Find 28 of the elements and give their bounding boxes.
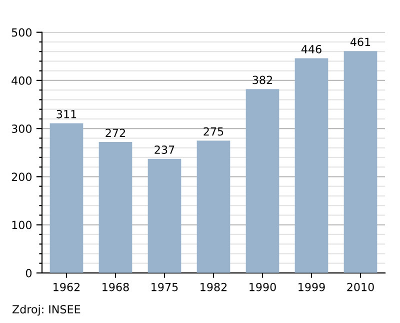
x-tick-label: 1962: [54, 282, 80, 292]
x-tick-label: 2010: [347, 282, 374, 292]
bar: [98, 142, 132, 273]
bar: [294, 58, 328, 273]
x-tick-label: 1975: [152, 282, 178, 292]
x-tick-label: 1999: [298, 282, 325, 292]
bar: [344, 51, 378, 273]
data-label: 446: [301, 44, 322, 54]
data-label: 382: [252, 76, 272, 84]
bar: [148, 158, 182, 273]
bar: [50, 123, 84, 273]
data-label: 275: [204, 127, 224, 136]
y-tick-label: 0: [26, 268, 32, 278]
y-tick-label: 300: [12, 124, 32, 133]
x-tick-label: 1982: [200, 282, 227, 292]
text: Zdroj: INSEE: [12, 304, 80, 316]
bar: [246, 89, 280, 273]
y-tick-label: 500: [12, 28, 32, 37]
bar: [196, 140, 230, 273]
data-label: 461: [350, 38, 370, 46]
data-label: 237: [154, 146, 174, 154]
data-label: 272: [106, 128, 125, 137]
y-tick-label: 100: [12, 220, 32, 230]
data-label: 311: [56, 110, 76, 118]
y-tick-label: 400: [12, 76, 32, 85]
y-tick-label: 200: [12, 172, 32, 182]
x-tick-label: 1968: [102, 282, 129, 292]
x-tick-label: 1990: [250, 282, 276, 292]
